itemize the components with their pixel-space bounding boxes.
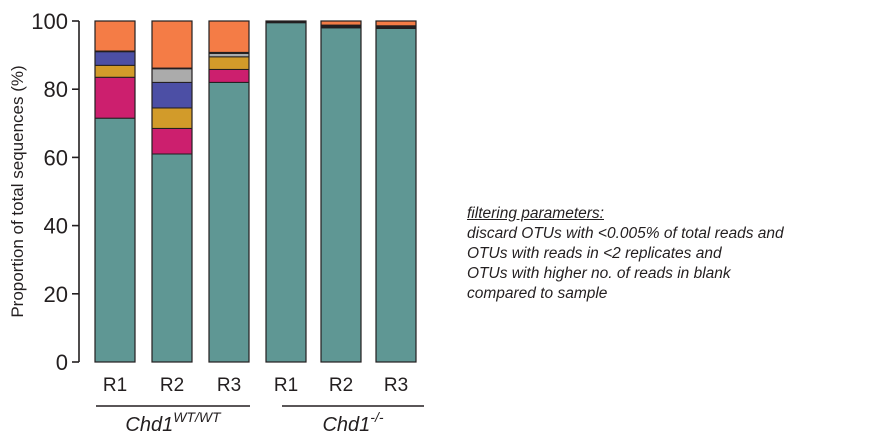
group-label-superscript: WT/WT bbox=[173, 409, 222, 425]
bar-segment bbox=[151, 127, 193, 155]
bar-outline bbox=[94, 20, 136, 363]
y-tick-label: 0 bbox=[56, 350, 68, 375]
x-tick-label: R1 bbox=[274, 375, 298, 396]
bar-segment bbox=[94, 20, 136, 52]
bar-segment bbox=[151, 81, 193, 109]
y-tick-label: 20 bbox=[44, 282, 68, 307]
y-axis-title: Proportion of total sequences (%) bbox=[8, 65, 27, 317]
bar-segment bbox=[208, 56, 250, 70]
group-label-superscript: -/- bbox=[370, 409, 384, 425]
bar-segment bbox=[375, 20, 417, 27]
bar-segment bbox=[94, 117, 136, 363]
group-label-base: Chd1 bbox=[125, 414, 173, 436]
bar-segment bbox=[94, 51, 136, 66]
bar-segment bbox=[151, 68, 193, 83]
labels-layer: 0 20 40 60 80 100 Proportion of total sequence… bbox=[8, 9, 408, 436]
bar-outline bbox=[320, 20, 362, 363]
bar-segment bbox=[375, 28, 417, 363]
y-tick-label: 100 bbox=[31, 9, 68, 34]
bar-segment bbox=[151, 20, 193, 69]
bar-segment bbox=[320, 27, 362, 363]
note-line: compared to sample bbox=[467, 285, 608, 302]
group-label: Chd1-/- bbox=[322, 409, 383, 436]
y-tick-label: 40 bbox=[44, 214, 68, 239]
group-label: Chd1WT/WT bbox=[125, 409, 222, 436]
bar-segment bbox=[265, 22, 307, 363]
bar-outline bbox=[265, 20, 307, 363]
x-tick-label: R2 bbox=[160, 375, 184, 396]
bar-outline bbox=[208, 20, 250, 363]
note-line: discard OTUs with <0.005% of total reads… bbox=[467, 225, 784, 242]
y-tick-label: 60 bbox=[44, 145, 68, 170]
filtering-note: filtering parameters: discard OTUs with … bbox=[467, 204, 784, 304]
bars-layer bbox=[94, 20, 417, 363]
y-tick-label: 80 bbox=[44, 77, 68, 102]
bar-segment bbox=[208, 52, 250, 58]
x-tick-label: R1 bbox=[103, 375, 127, 396]
bar-outline bbox=[375, 20, 417, 363]
bar-outline bbox=[151, 20, 193, 363]
note-line: OTUs with higher no. of reads in blank bbox=[467, 265, 731, 282]
bar-segment bbox=[208, 68, 250, 83]
x-tick-label: R2 bbox=[329, 375, 353, 396]
bar-segment bbox=[320, 20, 362, 26]
note-line: OTUs with reads in <2 replicates and bbox=[467, 245, 722, 262]
x-tick-label: R3 bbox=[217, 375, 241, 396]
bar-segment bbox=[94, 76, 136, 119]
bar-segment bbox=[208, 20, 250, 53]
note-heading: filtering parameters: bbox=[467, 205, 604, 222]
bar-segment bbox=[151, 107, 193, 129]
bar-segment bbox=[94, 64, 136, 78]
group-label-base: Chd1 bbox=[322, 414, 370, 436]
bar-segment bbox=[151, 153, 193, 363]
axes-layer bbox=[72, 20, 424, 407]
bar-segment bbox=[208, 81, 250, 363]
x-tick-label: R3 bbox=[384, 375, 408, 396]
